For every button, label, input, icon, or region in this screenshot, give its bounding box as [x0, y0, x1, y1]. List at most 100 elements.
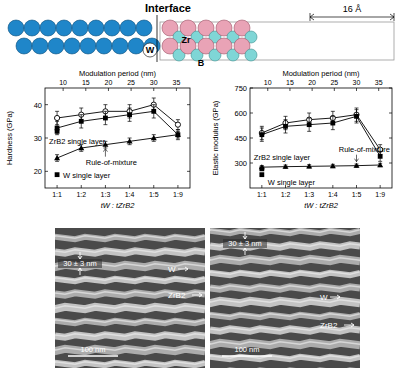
x2-tick-label: 30 — [353, 79, 361, 86]
x2-tick-label: 25 — [330, 79, 338, 86]
image-bg — [55, 228, 205, 368]
w-atom — [8, 20, 24, 36]
layer-label: W — [168, 265, 176, 274]
w-atom — [96, 38, 112, 54]
layer-highlight — [55, 236, 205, 238]
point — [151, 109, 156, 114]
layer-label: ZrB2 — [168, 291, 186, 300]
layer-highlight — [55, 334, 205, 336]
x-tick — [105, 185, 106, 188]
x2-tick — [153, 88, 154, 91]
x2-tick — [334, 88, 335, 91]
point — [378, 154, 383, 159]
x-tick — [81, 185, 82, 188]
error-bar — [260, 128, 264, 141]
x2-tick-label: 30 — [150, 79, 158, 86]
layer-highlight — [210, 286, 360, 288]
layer-stripe — [210, 315, 360, 317]
image-bg — [210, 228, 360, 368]
point — [330, 121, 335, 126]
series-label: W single layer — [63, 171, 111, 180]
w-atom — [128, 38, 144, 54]
y-tick — [250, 138, 392, 139]
y-tick-label: 750 — [234, 84, 247, 93]
micrograph: 30 ± 3 nmWZrB2100 nm — [210, 228, 360, 370]
series-label: ZrB2 single layer — [49, 137, 106, 146]
point — [127, 138, 133, 143]
label-bg — [143, 43, 157, 57]
series-label: W single layer — [268, 178, 316, 187]
error-bar — [79, 115, 83, 128]
series-labels: Rule-of-mixtureZrB2 single layerW single… — [49, 137, 137, 179]
layer-stripe — [55, 335, 205, 337]
point — [54, 155, 60, 160]
y-tick-label: 600 — [234, 109, 247, 118]
point — [259, 166, 264, 171]
series-line — [262, 165, 380, 167]
layer-stripe — [210, 287, 360, 289]
point — [354, 114, 359, 119]
series-labels: Rule-of-mixtureZrB2 single layerW single… — [254, 145, 390, 187]
x2-tick — [312, 88, 313, 91]
zr-label: Zr — [182, 35, 191, 45]
layer-highlight — [210, 342, 360, 344]
point — [55, 129, 60, 134]
layer-arrow — [344, 323, 354, 327]
figure: InterfaceWZrB16 Å2030401:11:21:31:41:51:… — [0, 0, 400, 370]
y-tick — [250, 113, 392, 114]
x2-tick-label: 15 — [286, 79, 294, 86]
point — [175, 122, 180, 127]
w-atom — [56, 20, 72, 36]
atomic-diagram: Interface W Zr B 16 Å — [8, 2, 394, 68]
point — [54, 115, 59, 120]
x-tick — [153, 185, 154, 188]
point — [175, 132, 181, 137]
error-bar — [176, 131, 180, 138]
image — [210, 228, 360, 368]
series-label: ZrB2 single layer — [254, 153, 311, 162]
w-atom — [32, 38, 48, 54]
layer-highlight — [55, 278, 205, 280]
label-arrow — [103, 149, 107, 157]
layer-stripe — [55, 363, 205, 365]
dimension-label: 16 Å — [343, 4, 362, 14]
layer-stripe — [210, 259, 360, 261]
w-atom — [64, 38, 80, 54]
series-line — [57, 105, 178, 125]
interface-label: Interface — [145, 2, 191, 14]
point — [283, 164, 289, 169]
micrograph: 30 ± 3 nmWZrB2100 nm — [55, 228, 205, 370]
error-bar — [128, 108, 132, 121]
layer-stripe — [55, 251, 205, 253]
layer-label: ZrB2 — [320, 321, 338, 330]
x2-tick — [378, 88, 379, 91]
layer-arrow — [192, 293, 202, 297]
layer-stripe — [55, 321, 205, 323]
layer-highlight — [55, 320, 205, 322]
point — [307, 122, 312, 127]
layer-label: W — [320, 293, 328, 302]
layer-highlight — [210, 258, 360, 260]
w-atom — [144, 38, 160, 54]
y-tick — [250, 88, 392, 89]
x2-tick — [356, 88, 357, 91]
layer-highlight — [55, 306, 205, 308]
x-tick-label: 1:4 — [125, 191, 135, 198]
w-atom — [112, 38, 128, 54]
label-bg — [58, 259, 102, 268]
w-label: W — [146, 45, 155, 55]
w-atom — [88, 20, 104, 36]
x-tick-label: 1:2 — [76, 191, 86, 198]
layer-highlight — [55, 348, 205, 350]
scale-label: 100 nm — [234, 345, 259, 354]
w-atom — [24, 20, 40, 36]
error-bar — [284, 120, 288, 133]
x-tick — [332, 185, 333, 188]
point — [306, 163, 312, 168]
point — [259, 132, 264, 137]
point — [127, 112, 132, 117]
x2-tick-label: 10 — [59, 79, 67, 86]
error-bar — [55, 155, 59, 162]
dimension-arrow — [310, 13, 394, 21]
b-label: B — [198, 58, 205, 68]
